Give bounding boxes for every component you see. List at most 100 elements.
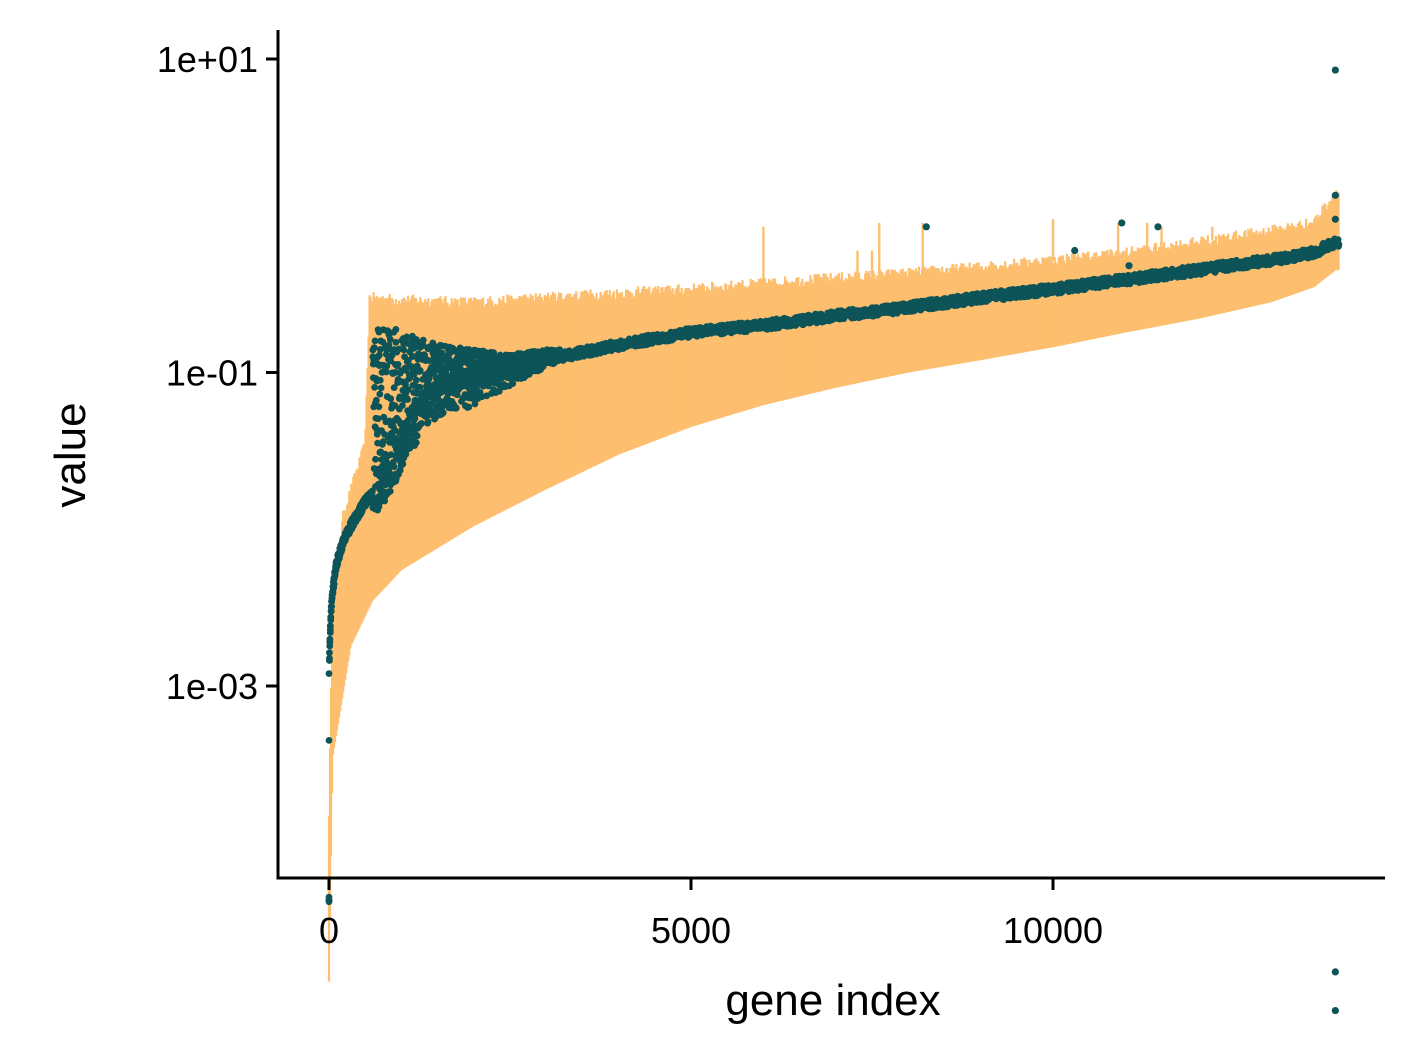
data-point xyxy=(760,321,767,329)
data-point xyxy=(372,455,379,463)
data-point xyxy=(386,487,394,495)
data-point xyxy=(390,384,398,392)
data-point xyxy=(394,361,402,368)
data-point xyxy=(327,607,335,615)
data-point xyxy=(404,396,412,403)
data-point xyxy=(383,362,391,370)
data-point xyxy=(374,415,382,423)
data-point xyxy=(471,400,479,408)
data-point xyxy=(372,396,380,404)
data-point xyxy=(399,460,407,468)
data-point xyxy=(434,393,441,401)
data-point xyxy=(1266,256,1274,264)
data-point xyxy=(375,351,383,359)
data-point xyxy=(376,485,384,493)
x-tick-label: 0 xyxy=(319,910,339,951)
data-point xyxy=(327,623,334,630)
data-point xyxy=(424,418,432,426)
data-point xyxy=(403,333,411,341)
data-point xyxy=(904,304,912,311)
data-point xyxy=(506,369,514,376)
data-point xyxy=(1122,276,1129,284)
outlier-point xyxy=(922,223,930,231)
plot-area xyxy=(325,66,1343,1015)
data-point xyxy=(615,341,622,349)
data-point xyxy=(470,384,478,392)
point-series xyxy=(325,66,1343,1015)
x-tick-label: 5000 xyxy=(651,910,731,951)
data-point xyxy=(419,409,427,417)
data-point xyxy=(1049,285,1057,293)
data-point xyxy=(386,335,394,343)
data-point xyxy=(411,415,419,422)
data-point xyxy=(390,463,398,471)
data-point xyxy=(1310,249,1318,257)
data-point xyxy=(327,616,335,624)
x-axis-title: gene index xyxy=(725,976,940,1025)
data-point xyxy=(332,560,340,568)
data-point xyxy=(400,346,408,354)
data-point xyxy=(326,642,334,650)
x-tick-label: 10000 xyxy=(1003,910,1103,951)
data-point xyxy=(412,439,420,447)
data-point xyxy=(376,390,384,398)
outlier-point xyxy=(1118,219,1126,227)
outlier-point xyxy=(1071,246,1079,255)
interval-band xyxy=(327,190,1340,982)
data-point xyxy=(379,338,387,346)
data-point xyxy=(326,657,333,664)
data-point xyxy=(387,357,395,365)
data-point xyxy=(416,383,424,391)
data-point xyxy=(1194,266,1202,274)
data-point xyxy=(439,409,447,417)
data-point xyxy=(325,893,333,901)
data-point xyxy=(509,380,517,387)
data-point xyxy=(465,403,473,411)
data-point xyxy=(452,404,460,412)
outlier-point xyxy=(1331,968,1339,976)
data-point xyxy=(404,386,412,394)
data-point xyxy=(399,402,406,409)
outlier-point xyxy=(1331,215,1339,223)
data-point xyxy=(340,536,347,544)
data-point xyxy=(392,338,400,346)
data-point xyxy=(370,344,378,352)
y-axis-title: value xyxy=(46,402,95,507)
data-point xyxy=(382,368,390,376)
y-tick-label: 1e-03 xyxy=(166,666,258,707)
data-point xyxy=(438,349,446,357)
data-point xyxy=(325,736,333,744)
data-point xyxy=(371,383,379,391)
data-point xyxy=(977,294,984,302)
data-point xyxy=(325,670,333,677)
data-point xyxy=(326,635,334,643)
data-point xyxy=(382,481,389,489)
outlier-point xyxy=(1331,1006,1339,1015)
data-point xyxy=(416,367,424,375)
data-point xyxy=(453,391,461,399)
y-tick-label: 1e+01 xyxy=(157,39,258,80)
data-point xyxy=(326,649,333,657)
data-point xyxy=(1331,238,1339,246)
data-point xyxy=(392,326,400,333)
data-point xyxy=(832,312,840,320)
outlier-point xyxy=(1154,223,1162,231)
data-point xyxy=(419,342,427,349)
data-point xyxy=(329,588,337,596)
outlier-point xyxy=(1331,191,1339,199)
data-point xyxy=(412,376,420,384)
data-point xyxy=(418,420,425,427)
data-point xyxy=(419,336,427,344)
data-point xyxy=(687,329,695,336)
data-point xyxy=(542,356,550,364)
data-point xyxy=(387,395,395,403)
data-point xyxy=(409,352,417,360)
data-point xyxy=(347,522,355,530)
data-point xyxy=(371,337,379,345)
data-point xyxy=(413,432,421,440)
data-point xyxy=(379,438,387,445)
data-point xyxy=(385,341,393,349)
data-point xyxy=(354,510,362,518)
data-point xyxy=(485,382,492,390)
outlier-point xyxy=(1331,66,1339,74)
